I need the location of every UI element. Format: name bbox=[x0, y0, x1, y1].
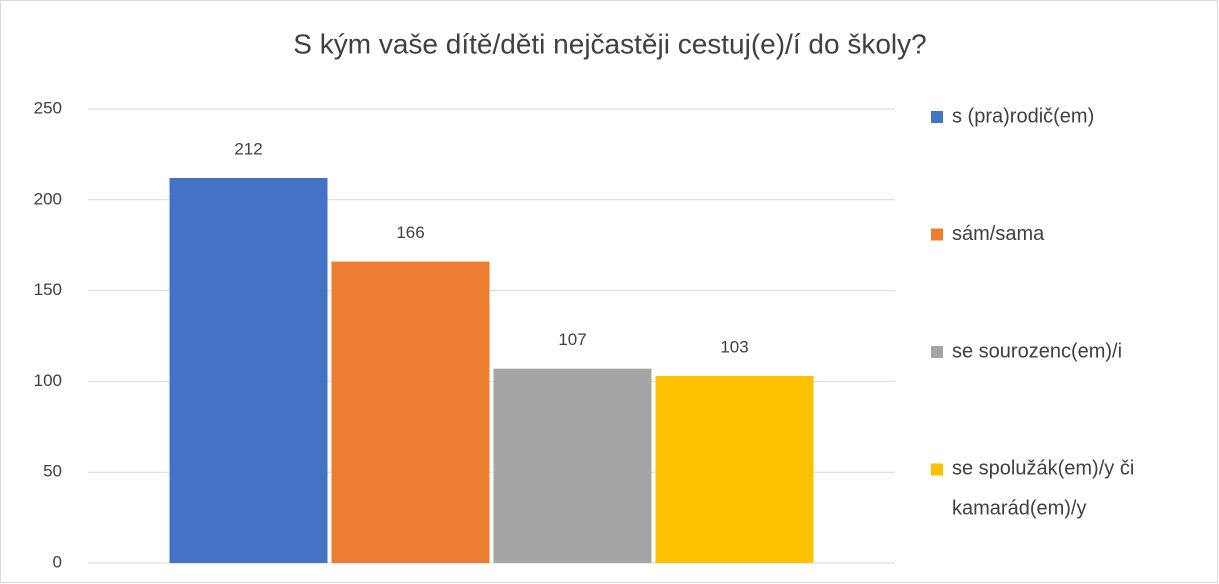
data-label: 103 bbox=[720, 337, 748, 356]
legend-swatch bbox=[931, 228, 943, 241]
data-label: 166 bbox=[396, 223, 424, 242]
y-tick-label: 150 bbox=[34, 280, 62, 299]
y-tick-label: 100 bbox=[34, 371, 62, 390]
data-label: 107 bbox=[558, 330, 586, 349]
legend-label: se sourozenc(em)/i bbox=[952, 340, 1122, 362]
legend-label: se spolužák(em)/y či kamarád(em)/y bbox=[952, 458, 1134, 520]
bar bbox=[169, 178, 328, 563]
legend-label: sám/sama bbox=[952, 223, 1045, 245]
legend-swatch bbox=[931, 463, 943, 476]
legend-swatch bbox=[931, 111, 943, 123]
bar bbox=[655, 375, 814, 563]
legend-swatch bbox=[931, 346, 943, 358]
bar bbox=[493, 368, 652, 563]
legend-label: s (pra)rodič(em) bbox=[952, 105, 1094, 127]
y-tick-label: 250 bbox=[34, 98, 62, 117]
legend-label-line: se spolužák(em)/y či bbox=[952, 458, 1134, 480]
chart-title: S kým vaše dítě/děti nejčastěji cestuj(e… bbox=[293, 28, 926, 59]
y-tick-label: 0 bbox=[53, 552, 62, 571]
bar bbox=[331, 261, 490, 563]
legend-label-line: kamarád(em)/y bbox=[952, 498, 1086, 520]
y-tick-label: 50 bbox=[43, 462, 62, 481]
y-tick-label: 200 bbox=[34, 189, 62, 208]
data-label: 212 bbox=[234, 139, 262, 158]
